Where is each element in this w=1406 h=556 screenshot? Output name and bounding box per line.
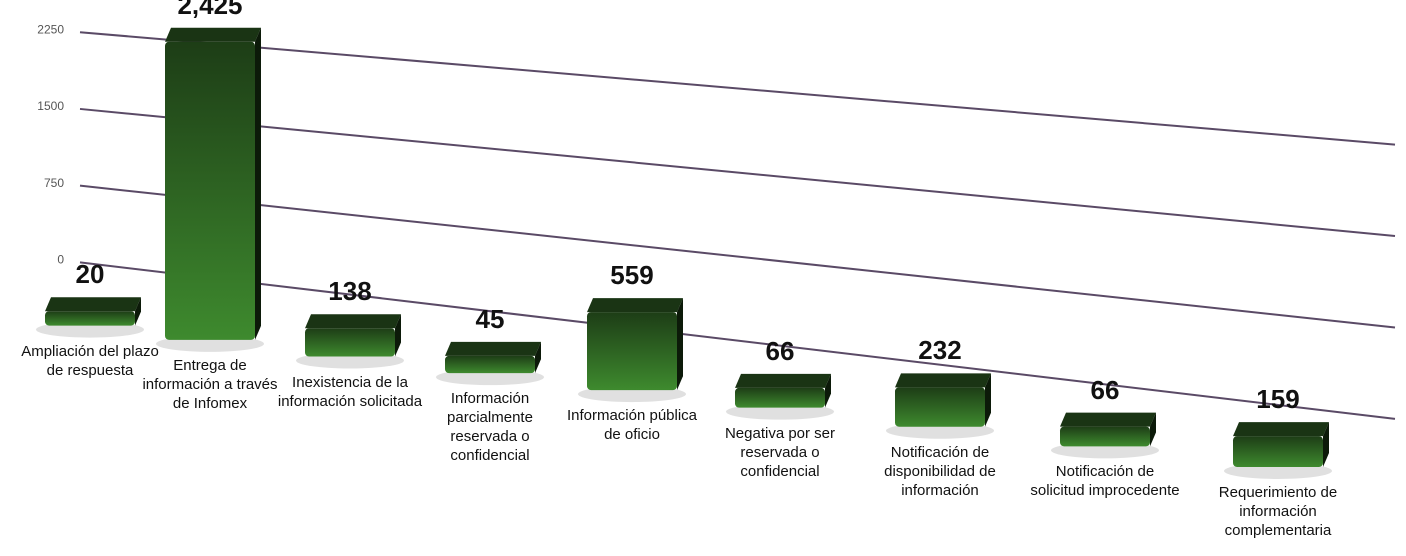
bar xyxy=(445,355,535,374)
value-label: 232 xyxy=(918,335,962,366)
bar-top xyxy=(895,373,991,388)
bar xyxy=(587,312,677,391)
bar-side xyxy=(825,373,831,408)
y-tick-label: 0 xyxy=(57,253,64,267)
bar-side xyxy=(255,27,261,340)
grid-line xyxy=(79,184,1396,329)
value-label: 66 xyxy=(765,335,795,366)
bar-side xyxy=(1323,422,1329,467)
x-tick-label: Información parcialmente reservada o con… xyxy=(447,390,533,465)
y-tick-label: 2250 xyxy=(37,22,64,36)
bar xyxy=(895,387,985,427)
x-tick-label: Requerimiento de información complementa… xyxy=(1218,483,1338,539)
x-tick-label: Notificación de disponibilidad de inform… xyxy=(884,443,996,499)
bar-side xyxy=(395,314,401,357)
bar xyxy=(45,311,135,326)
bar-top xyxy=(587,298,683,313)
x-tick-label: Notificación de solicitud improcedente xyxy=(1030,463,1180,500)
grid-line xyxy=(79,107,1396,238)
bar-top xyxy=(1233,422,1329,437)
x-tick-label: Negativa por ser reservada o confidencia… xyxy=(724,424,836,480)
y-tick-label: 750 xyxy=(44,176,64,190)
value-label: 559 xyxy=(610,260,654,291)
bar-top xyxy=(1060,412,1156,427)
x-tick-label: Inexistencia de la información solicitad… xyxy=(277,373,423,410)
bar-side xyxy=(135,297,141,326)
value-label: 159 xyxy=(1256,384,1300,415)
bar xyxy=(305,328,395,357)
bar-side xyxy=(1150,412,1156,447)
value-label: 45 xyxy=(475,303,505,334)
bar-top xyxy=(305,314,401,329)
grid-line xyxy=(79,31,1396,146)
x-tick-label: Entrega de información a través de Infom… xyxy=(142,356,278,412)
value-label: 138 xyxy=(328,276,372,307)
x-tick-label: Información pública de oficio xyxy=(566,407,698,444)
bar xyxy=(1060,426,1150,447)
y-tick-label: 1500 xyxy=(37,99,64,113)
bar-side xyxy=(535,341,541,374)
bar-side xyxy=(985,373,991,427)
value-label: 66 xyxy=(1090,374,1120,405)
bar-shadow xyxy=(436,369,544,386)
value-label: 2,425 xyxy=(177,0,243,20)
bar-top xyxy=(165,27,261,42)
bar-top xyxy=(735,373,831,388)
bar xyxy=(735,387,825,408)
bar-top xyxy=(45,297,141,312)
bar-top xyxy=(445,341,541,356)
value-label: 20 xyxy=(75,259,105,290)
x-tick-label: Ampliación del plazo de respuesta xyxy=(21,342,159,379)
bar xyxy=(165,41,255,340)
bar-shadow xyxy=(1051,442,1159,459)
bar-shadow xyxy=(36,321,144,338)
bar-side xyxy=(677,298,683,391)
bar xyxy=(1233,436,1323,467)
grid-line xyxy=(79,261,1396,420)
